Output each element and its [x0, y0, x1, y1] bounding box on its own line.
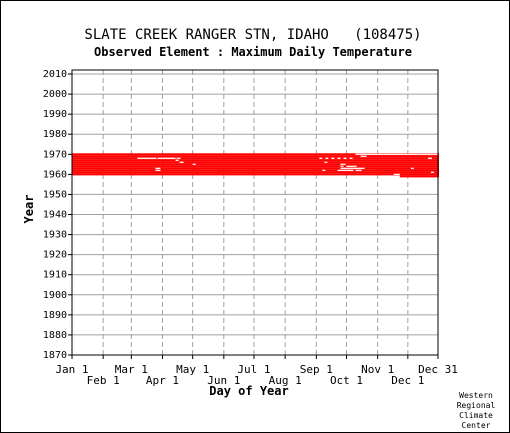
- y-tick-label: 1890: [43, 310, 67, 321]
- missing-data-gap: [176, 157, 181, 159]
- data-row: [72, 167, 440, 170]
- chart-subtitle: Observed Element : Maximum Daily Tempera…: [94, 45, 412, 59]
- missing-data-gap: [155, 167, 161, 169]
- data-row: [72, 163, 440, 166]
- x-tick-label: Dec 1: [391, 374, 424, 387]
- x-tick-label: Mar 1: [115, 363, 148, 376]
- missing-data-gap: [360, 155, 367, 157]
- y-tick-label: 1970: [43, 149, 67, 160]
- grid-layer: [72, 70, 438, 355]
- credit-line-3: Climate: [459, 411, 493, 420]
- missing-data-gap: [393, 173, 400, 175]
- x-tick-layer: Jan 1 Mar 1 May 1 Jul 1 Sep 1 Nov 1 Dec 31 Feb …: [55, 355, 458, 387]
- y-tick-label: 1940: [43, 210, 67, 221]
- y-tick-label: 1980: [43, 129, 67, 140]
- y-tick-label: 1880: [43, 330, 67, 341]
- missing-data-gap: [343, 157, 347, 159]
- missing-data-gap: [430, 171, 434, 173]
- credit-line-2: Regional: [457, 401, 496, 410]
- x-axis-label: Day of Year: [209, 384, 288, 398]
- missing-data-gap: [324, 161, 328, 163]
- y-tick-layer: 1870 1880 1890 1900 1910 1920 1930 1940 1950 1960…: [43, 69, 72, 361]
- x-tick-label: Dec 31: [418, 363, 458, 376]
- missing-data-gap: [192, 163, 196, 165]
- x-tick-label: Feb 1: [87, 374, 120, 387]
- missing-data-gap: [337, 169, 354, 171]
- y-tick-label: 1910: [43, 270, 67, 281]
- y-tick-label: 2010: [43, 69, 67, 80]
- missing-data-gap: [355, 153, 438, 155]
- x-tick-label: Nov 1: [361, 363, 394, 376]
- y-tick-label: 1920: [43, 250, 67, 261]
- y-tick-label: 1870: [43, 350, 67, 361]
- missing-data-gap: [319, 157, 323, 159]
- gap-layer: [137, 153, 438, 175]
- x-tick-label: Jul 1: [237, 363, 270, 376]
- missing-data-gap: [355, 169, 362, 171]
- data-row: [72, 169, 440, 172]
- chart-title: SLATE CREEK RANGER STN, IDAHO (108475): [84, 27, 421, 43]
- missing-data-gap: [346, 165, 357, 167]
- credit-line-1: Western: [459, 391, 493, 400]
- y-tick-label: 1930: [43, 230, 67, 241]
- data-row: [72, 173, 440, 176]
- missing-data-gap: [349, 157, 353, 159]
- x-tick-label: Jun 1: [207, 374, 240, 387]
- missing-data-gap: [325, 157, 329, 159]
- y-tick-label: 1900: [43, 290, 67, 301]
- missing-data-gap: [322, 169, 326, 171]
- missing-data-gap: [340, 163, 346, 165]
- missing-data-gap: [155, 169, 161, 171]
- data-row: [72, 161, 440, 164]
- x-tick-label: Sep 1: [300, 363, 333, 376]
- data-row: [72, 157, 440, 160]
- data-row: [72, 155, 440, 158]
- missing-data-gap: [331, 157, 335, 159]
- data-row: [72, 171, 440, 174]
- y-tick-label: 1950: [43, 189, 67, 200]
- data-row: [72, 159, 440, 162]
- missing-data-gap: [137, 157, 157, 159]
- missing-data-gap: [175, 159, 179, 161]
- missing-data-gap: [410, 167, 414, 169]
- x-tick-label: Jan 1: [55, 363, 88, 376]
- y-axis-label: Year: [22, 195, 36, 224]
- missing-data-gap: [337, 157, 341, 159]
- data-row: [72, 153, 440, 156]
- x-tick-label: Aug 1: [269, 374, 302, 387]
- plot-border: [71, 69, 439, 356]
- y-tick-label: 1990: [43, 109, 67, 120]
- credit-line-4: Center: [462, 421, 491, 430]
- x-tick-label: Oct 1: [330, 374, 363, 387]
- wrcc-credit: Western Regional Climate Center: [457, 391, 496, 430]
- missing-data-gap: [340, 165, 344, 167]
- data-layer: [72, 153, 440, 178]
- x-tick-label: Apr 1: [146, 374, 179, 387]
- missing-data-gap: [179, 161, 184, 163]
- data-row: [72, 165, 440, 168]
- missing-data-gap: [340, 167, 365, 169]
- missing-data-gap: [157, 157, 176, 159]
- y-tick-label: 2000: [43, 89, 67, 100]
- x-tick-label: May 1: [176, 363, 209, 376]
- data-row: [399, 175, 440, 178]
- missing-data-gap: [427, 157, 432, 159]
- y-tick-label: 1960: [43, 169, 67, 180]
